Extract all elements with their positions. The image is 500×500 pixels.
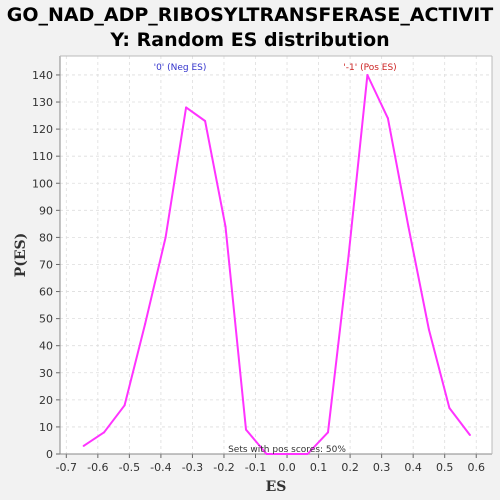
tick-labels: -0.7 -0.6 -0.5 -0.4 -0.3 -0.2 -0.1 0.0 0.1 0.2 0.3… [32,69,485,474]
x-tick-label: 0.1 [310,461,328,474]
x-tick-label: -0.6 [87,461,108,474]
neg-es-annotation: '0' (Neg ES) [154,63,207,73]
x-tick-label: -0.7 [56,461,77,474]
x-tick-label: 0.5 [436,461,454,474]
plot-area [60,56,492,454]
series-layer [82,73,471,455]
x-tick-label: 0.3 [373,461,391,474]
data-point [224,225,227,228]
pos-es-annotation: '-1' (Pos ES) [343,63,396,73]
y-tick-label: 100 [32,177,53,190]
y-tick-label: 110 [32,150,53,163]
data-point [347,255,350,258]
x-tick-label: 0.6 [467,461,485,474]
y-tick-label: 0 [46,448,53,461]
data-point [448,406,451,409]
chart-title-line-2: Y: Random ES distribution [109,29,389,51]
y-tick-label: 120 [32,123,53,136]
chart-title-line-1: GO_NAD_ADP_RIBOSYLTRANSFERASE_ACTIVIT [7,4,494,26]
y-tick-label: 10 [39,421,53,434]
y-tick-label: 60 [39,286,53,299]
x-tick-label: 0.0 [278,461,296,474]
pos-score-note: Sets with pos scores: 50% [228,445,346,455]
data-point [82,444,85,447]
x-tick-label: -0.2 [213,461,234,474]
data-point [103,431,106,434]
x-axis-label: ES [266,479,287,495]
data-point [386,117,389,120]
data-point [123,404,126,407]
data-point [265,453,268,455]
data-point [245,428,248,431]
y-tick-label: 80 [39,231,53,244]
data-point [366,73,369,76]
y-tick-label: 90 [39,204,53,217]
x-tick-label: -0.1 [245,461,266,474]
x-tick-label: -0.5 [119,461,140,474]
data-point [427,328,430,331]
data-point [468,434,471,437]
y-tick-label: 140 [32,69,53,82]
data-point [204,119,207,122]
data-point [327,431,330,434]
x-tick-label: 0.2 [341,461,359,474]
y-axis-label: P(ES) [13,233,29,278]
data-point [144,323,147,326]
y-tick-label: 50 [39,313,53,326]
y-tick-label: 40 [39,340,53,353]
series-line [83,74,471,455]
x-tick-label: 0.4 [404,461,422,474]
data-point [185,106,188,109]
y-tick-label: 30 [39,367,53,380]
data-point [164,236,167,239]
data-point [306,453,309,455]
y-tick-label: 130 [32,96,53,109]
y-tick-label: 70 [39,258,53,271]
y-tick-label: 20 [39,394,53,407]
data-point [286,453,289,455]
x-tick-label: -0.3 [182,461,203,474]
data-point [407,225,410,228]
x-tick-label: -0.4 [150,461,171,474]
grid-lines [60,56,492,455]
